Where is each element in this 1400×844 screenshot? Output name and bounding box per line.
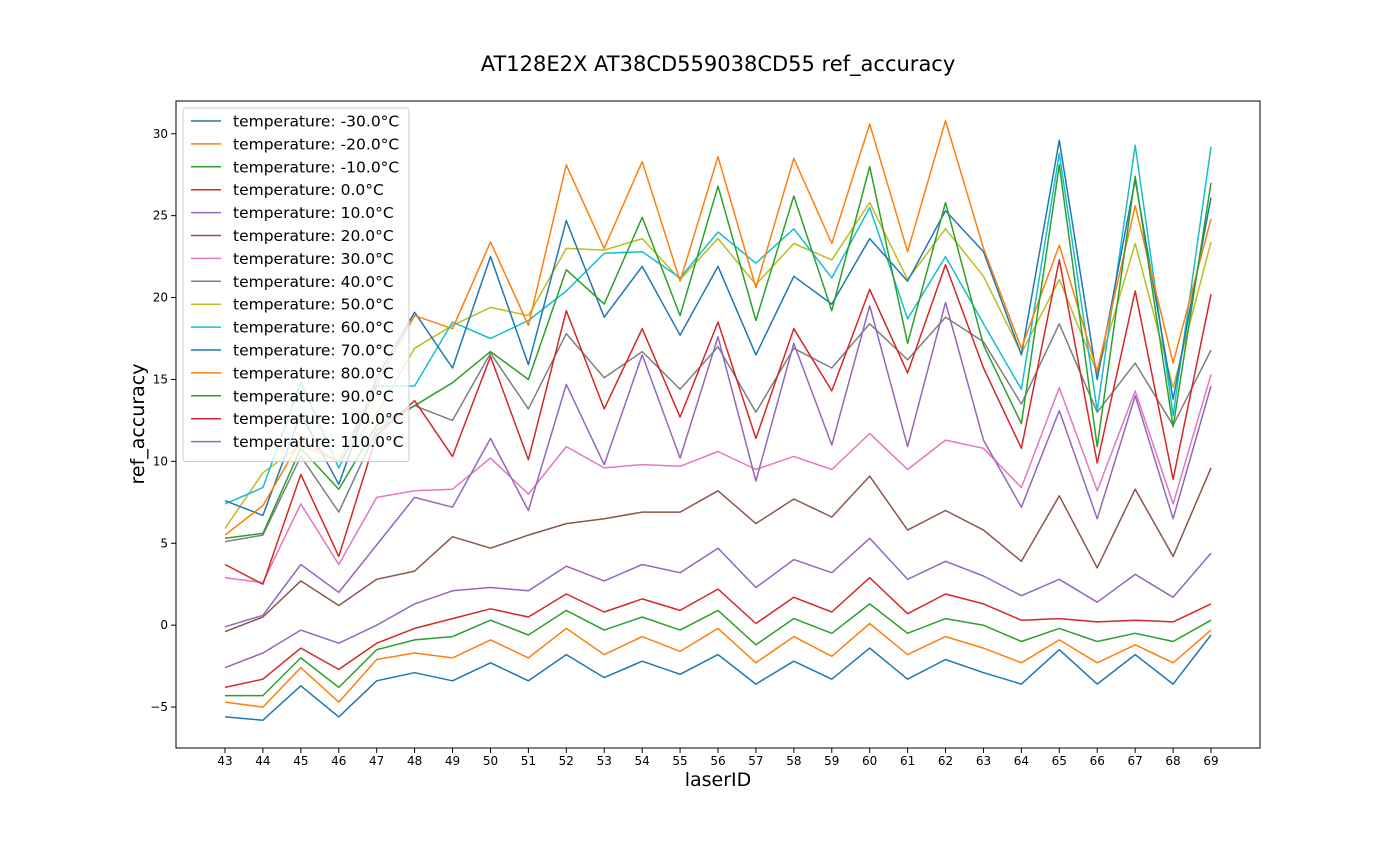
x-tick-label: 55 xyxy=(672,754,687,768)
y-tick-label: 5 xyxy=(160,536,168,550)
y-axis-label: ref_accuracy xyxy=(127,364,149,485)
series-line xyxy=(224,537,1212,669)
legend-label: temperature: -10.0°C xyxy=(233,158,399,176)
legend-label: temperature: -20.0°C xyxy=(233,135,399,153)
series-line xyxy=(224,301,1212,628)
series-line xyxy=(224,576,1212,689)
legend-label: temperature: 100.0°C xyxy=(233,410,404,428)
x-tick-label: 57 xyxy=(748,754,763,768)
legend-label: temperature: 50.0°C xyxy=(233,296,394,314)
legend-label: temperature: 10.0°C xyxy=(233,204,394,222)
legend-label: temperature: -30.0°C xyxy=(233,113,399,131)
y-tick-label: −5 xyxy=(150,700,168,714)
x-tick-label: 50 xyxy=(483,754,498,768)
x-tick-label: 61 xyxy=(900,754,915,768)
legend-label: temperature: 20.0°C xyxy=(233,227,394,245)
series-line xyxy=(225,603,1212,697)
legend-label: temperature: 30.0°C xyxy=(233,250,394,268)
x-tick-label: 52 xyxy=(559,754,574,768)
legend: temperature: -30.0°C temperature: -20.0°C… xyxy=(182,107,410,462)
x-axis: 43 44 45 46 47 48 49 50 51 52 53 54 55 56 57 58 59 60 61 62… xyxy=(217,748,1219,768)
x-tick-label: 43 xyxy=(217,754,232,768)
x-tick-label: 59 xyxy=(824,754,839,768)
series-line xyxy=(224,374,1212,584)
x-tick-label: 53 xyxy=(597,754,612,768)
x-tick-label: 54 xyxy=(635,754,650,768)
legend-label: temperature: 90.0°C xyxy=(233,387,394,405)
chart-title: AT128E2X AT38CD559038CD55 ref_accuracy xyxy=(481,52,956,77)
x-tick-label: 47 xyxy=(369,754,384,768)
x-tick-label: 46 xyxy=(331,754,346,768)
x-tick-label: 51 xyxy=(521,754,536,768)
x-tick-label: 64 xyxy=(1014,754,1029,768)
legend-label: temperature: 40.0°C xyxy=(233,273,394,291)
x-tick-label: 67 xyxy=(1128,754,1143,768)
legend-box xyxy=(182,107,410,462)
y-axis: −5 0 5 10 15 20 25 30 xyxy=(150,127,176,714)
legend-label: temperature: 80.0°C xyxy=(233,364,394,382)
y-tick-label: 15 xyxy=(153,372,168,386)
legend-label: temperature: 110.0°C xyxy=(233,433,404,451)
x-axis-label: laserID xyxy=(685,769,752,791)
x-tick-label: 45 xyxy=(293,754,308,768)
y-tick-label: 25 xyxy=(153,209,168,223)
legend-label: temperature: 60.0°C xyxy=(233,319,394,337)
x-tick-label: 66 xyxy=(1090,754,1105,768)
legend-label: temperature: 70.0°C xyxy=(233,342,394,360)
x-tick-label: 48 xyxy=(407,754,422,768)
series-line xyxy=(224,467,1212,633)
x-tick-label: 68 xyxy=(1165,754,1180,768)
x-tick-label: 56 xyxy=(710,754,725,768)
y-tick-label: 30 xyxy=(153,127,168,141)
x-tick-label: 49 xyxy=(445,754,460,768)
x-tick-label: 44 xyxy=(255,754,270,768)
x-tick-label: 63 xyxy=(976,754,991,768)
x-tick-label: 58 xyxy=(786,754,801,768)
y-tick-label: 10 xyxy=(153,454,168,468)
x-tick-label: 60 xyxy=(862,754,877,768)
x-tick-label: 65 xyxy=(1052,754,1067,768)
legend-label: temperature: 0.0°C xyxy=(233,181,384,199)
y-tick-label: 20 xyxy=(153,291,168,305)
x-tick-label: 69 xyxy=(1203,754,1218,768)
y-tick-label: 0 xyxy=(160,618,168,632)
series-line xyxy=(224,622,1212,708)
series-line xyxy=(224,634,1212,721)
x-tick-label: 62 xyxy=(938,754,953,768)
